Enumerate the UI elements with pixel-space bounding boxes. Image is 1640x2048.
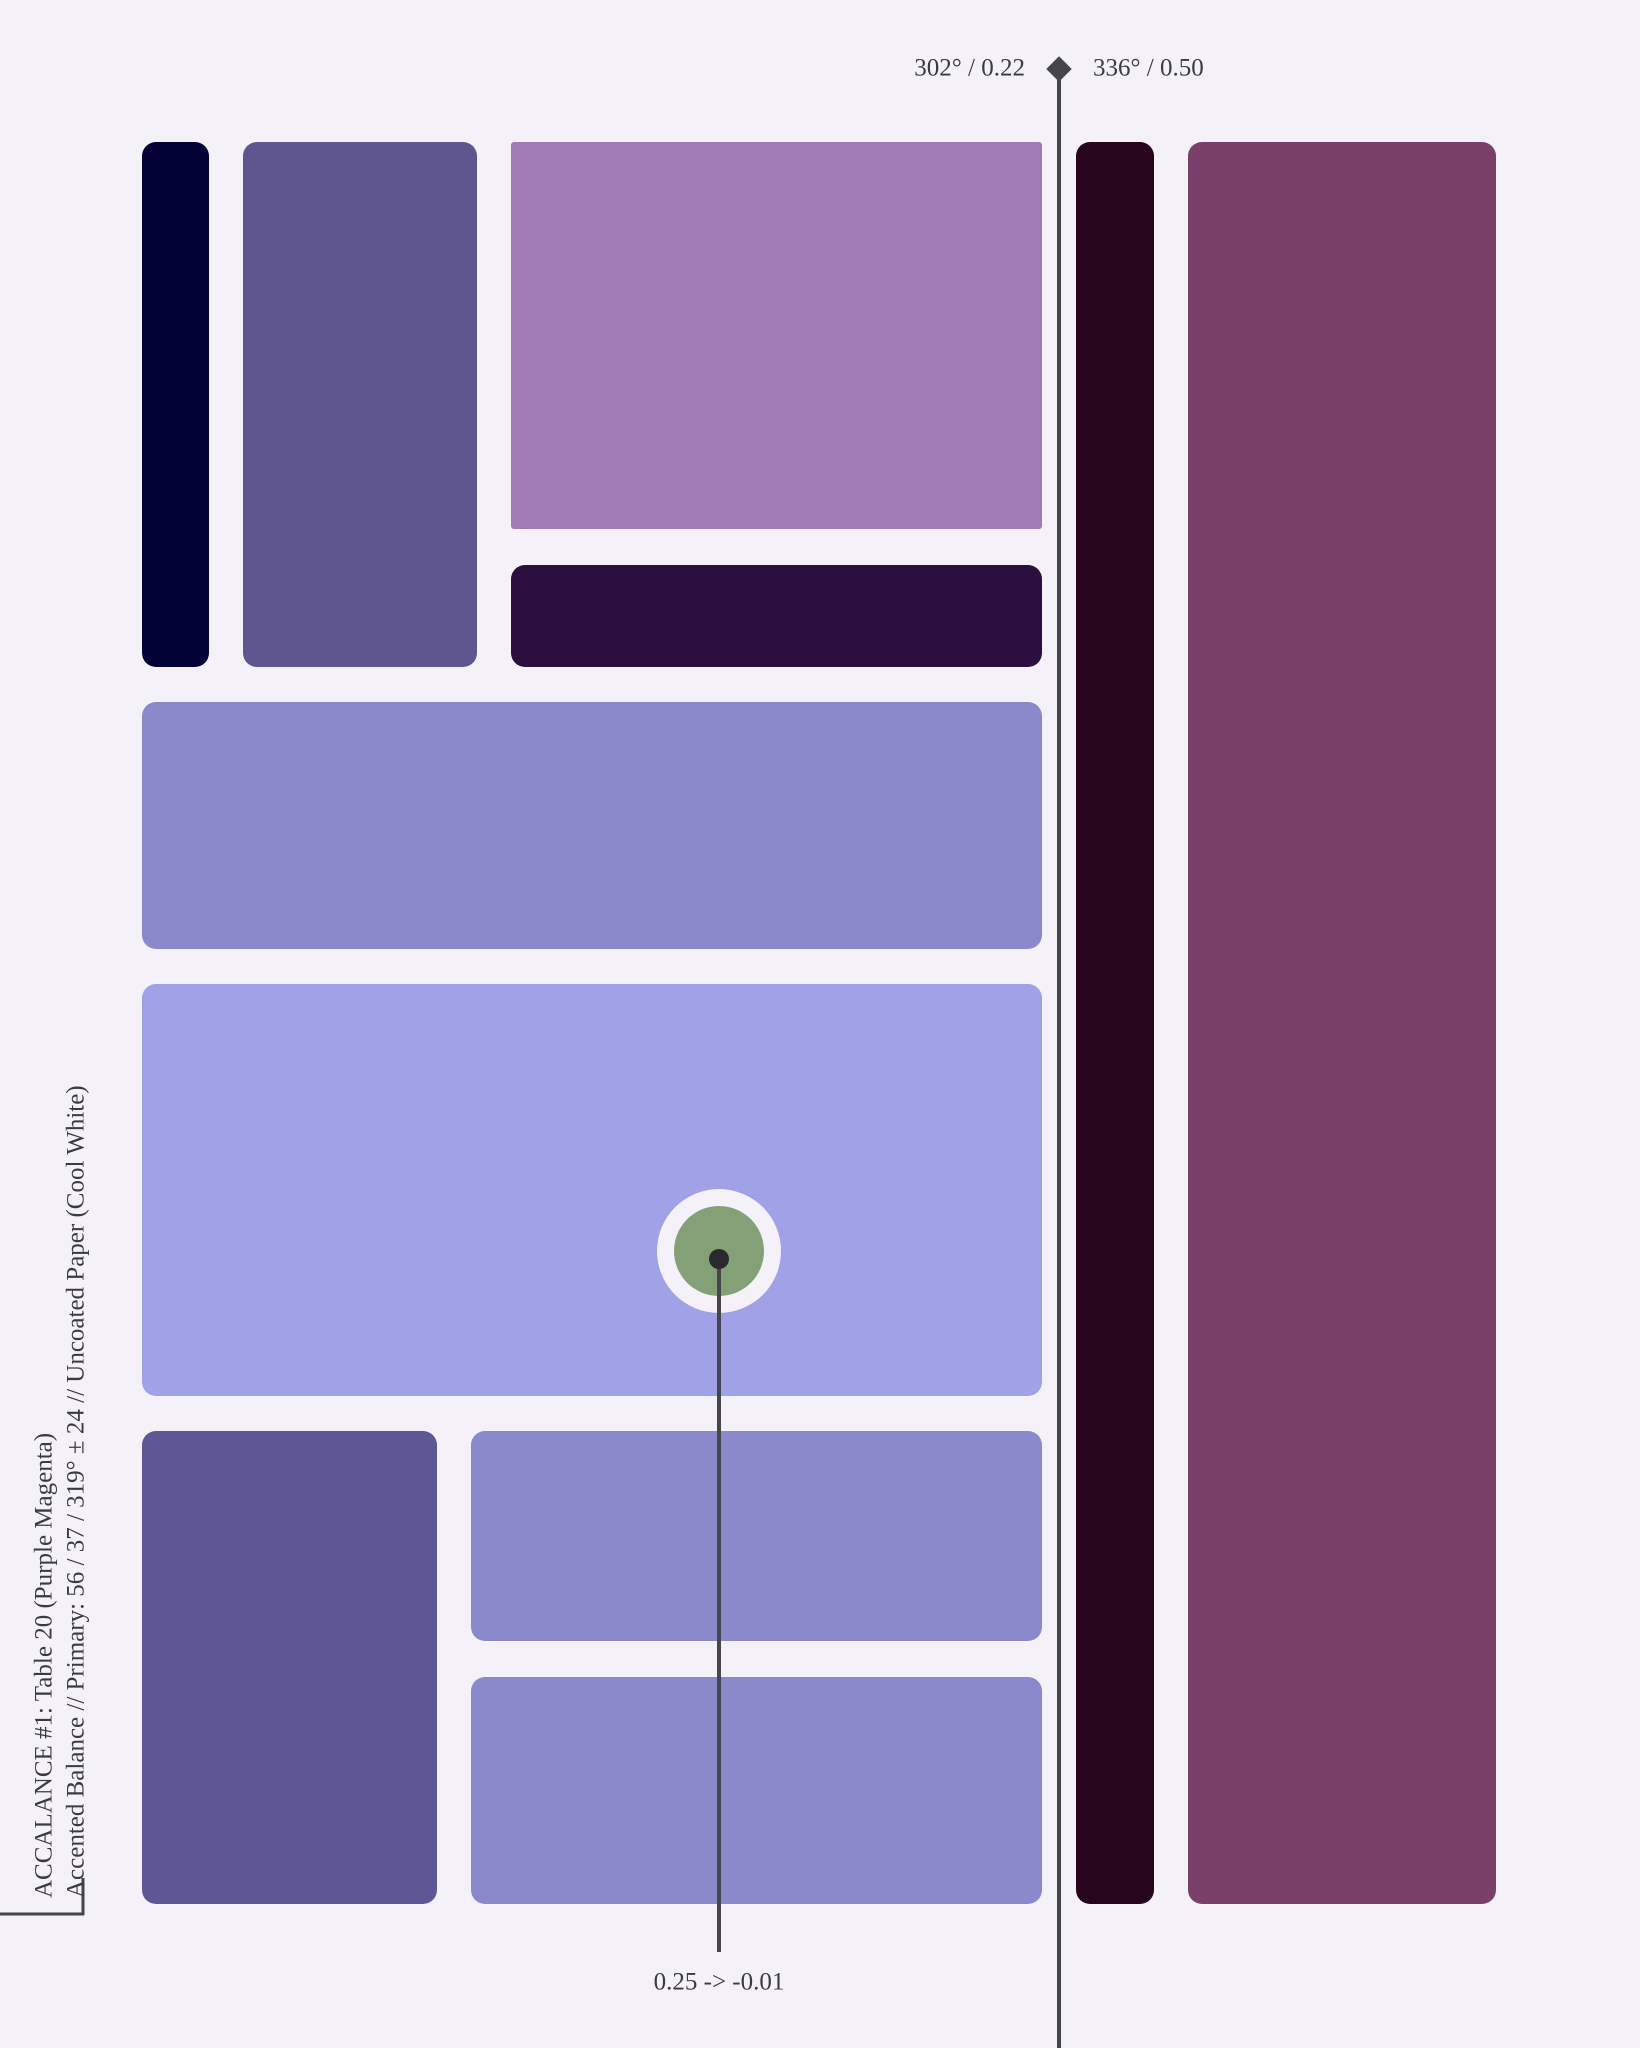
swatches [142, 142, 1496, 1904]
swatch [471, 1431, 1042, 1641]
swatch [511, 142, 1042, 529]
caption-title: ACCALANCE #1: Table 20 (Purple Magenta) [31, 1433, 58, 1898]
caption-subtitle: Accented Balance // Primary: 56 / 37 / 3… [63, 1085, 90, 1898]
marker-dot [709, 1249, 729, 1269]
swatch [1188, 142, 1496, 1904]
marker-label: 0.25 -> -0.01 [654, 1969, 785, 1996]
swatch [243, 142, 477, 667]
swatch [142, 702, 1042, 949]
left-label: 302° / 0.22 [914, 55, 1025, 82]
swatch [142, 984, 1042, 1396]
right-label: 336° / 0.50 [1093, 55, 1204, 82]
swatch [142, 1431, 437, 1904]
swatch [142, 142, 209, 667]
swatch [471, 1677, 1042, 1904]
swatch [1076, 142, 1154, 1904]
swatch [511, 565, 1042, 667]
